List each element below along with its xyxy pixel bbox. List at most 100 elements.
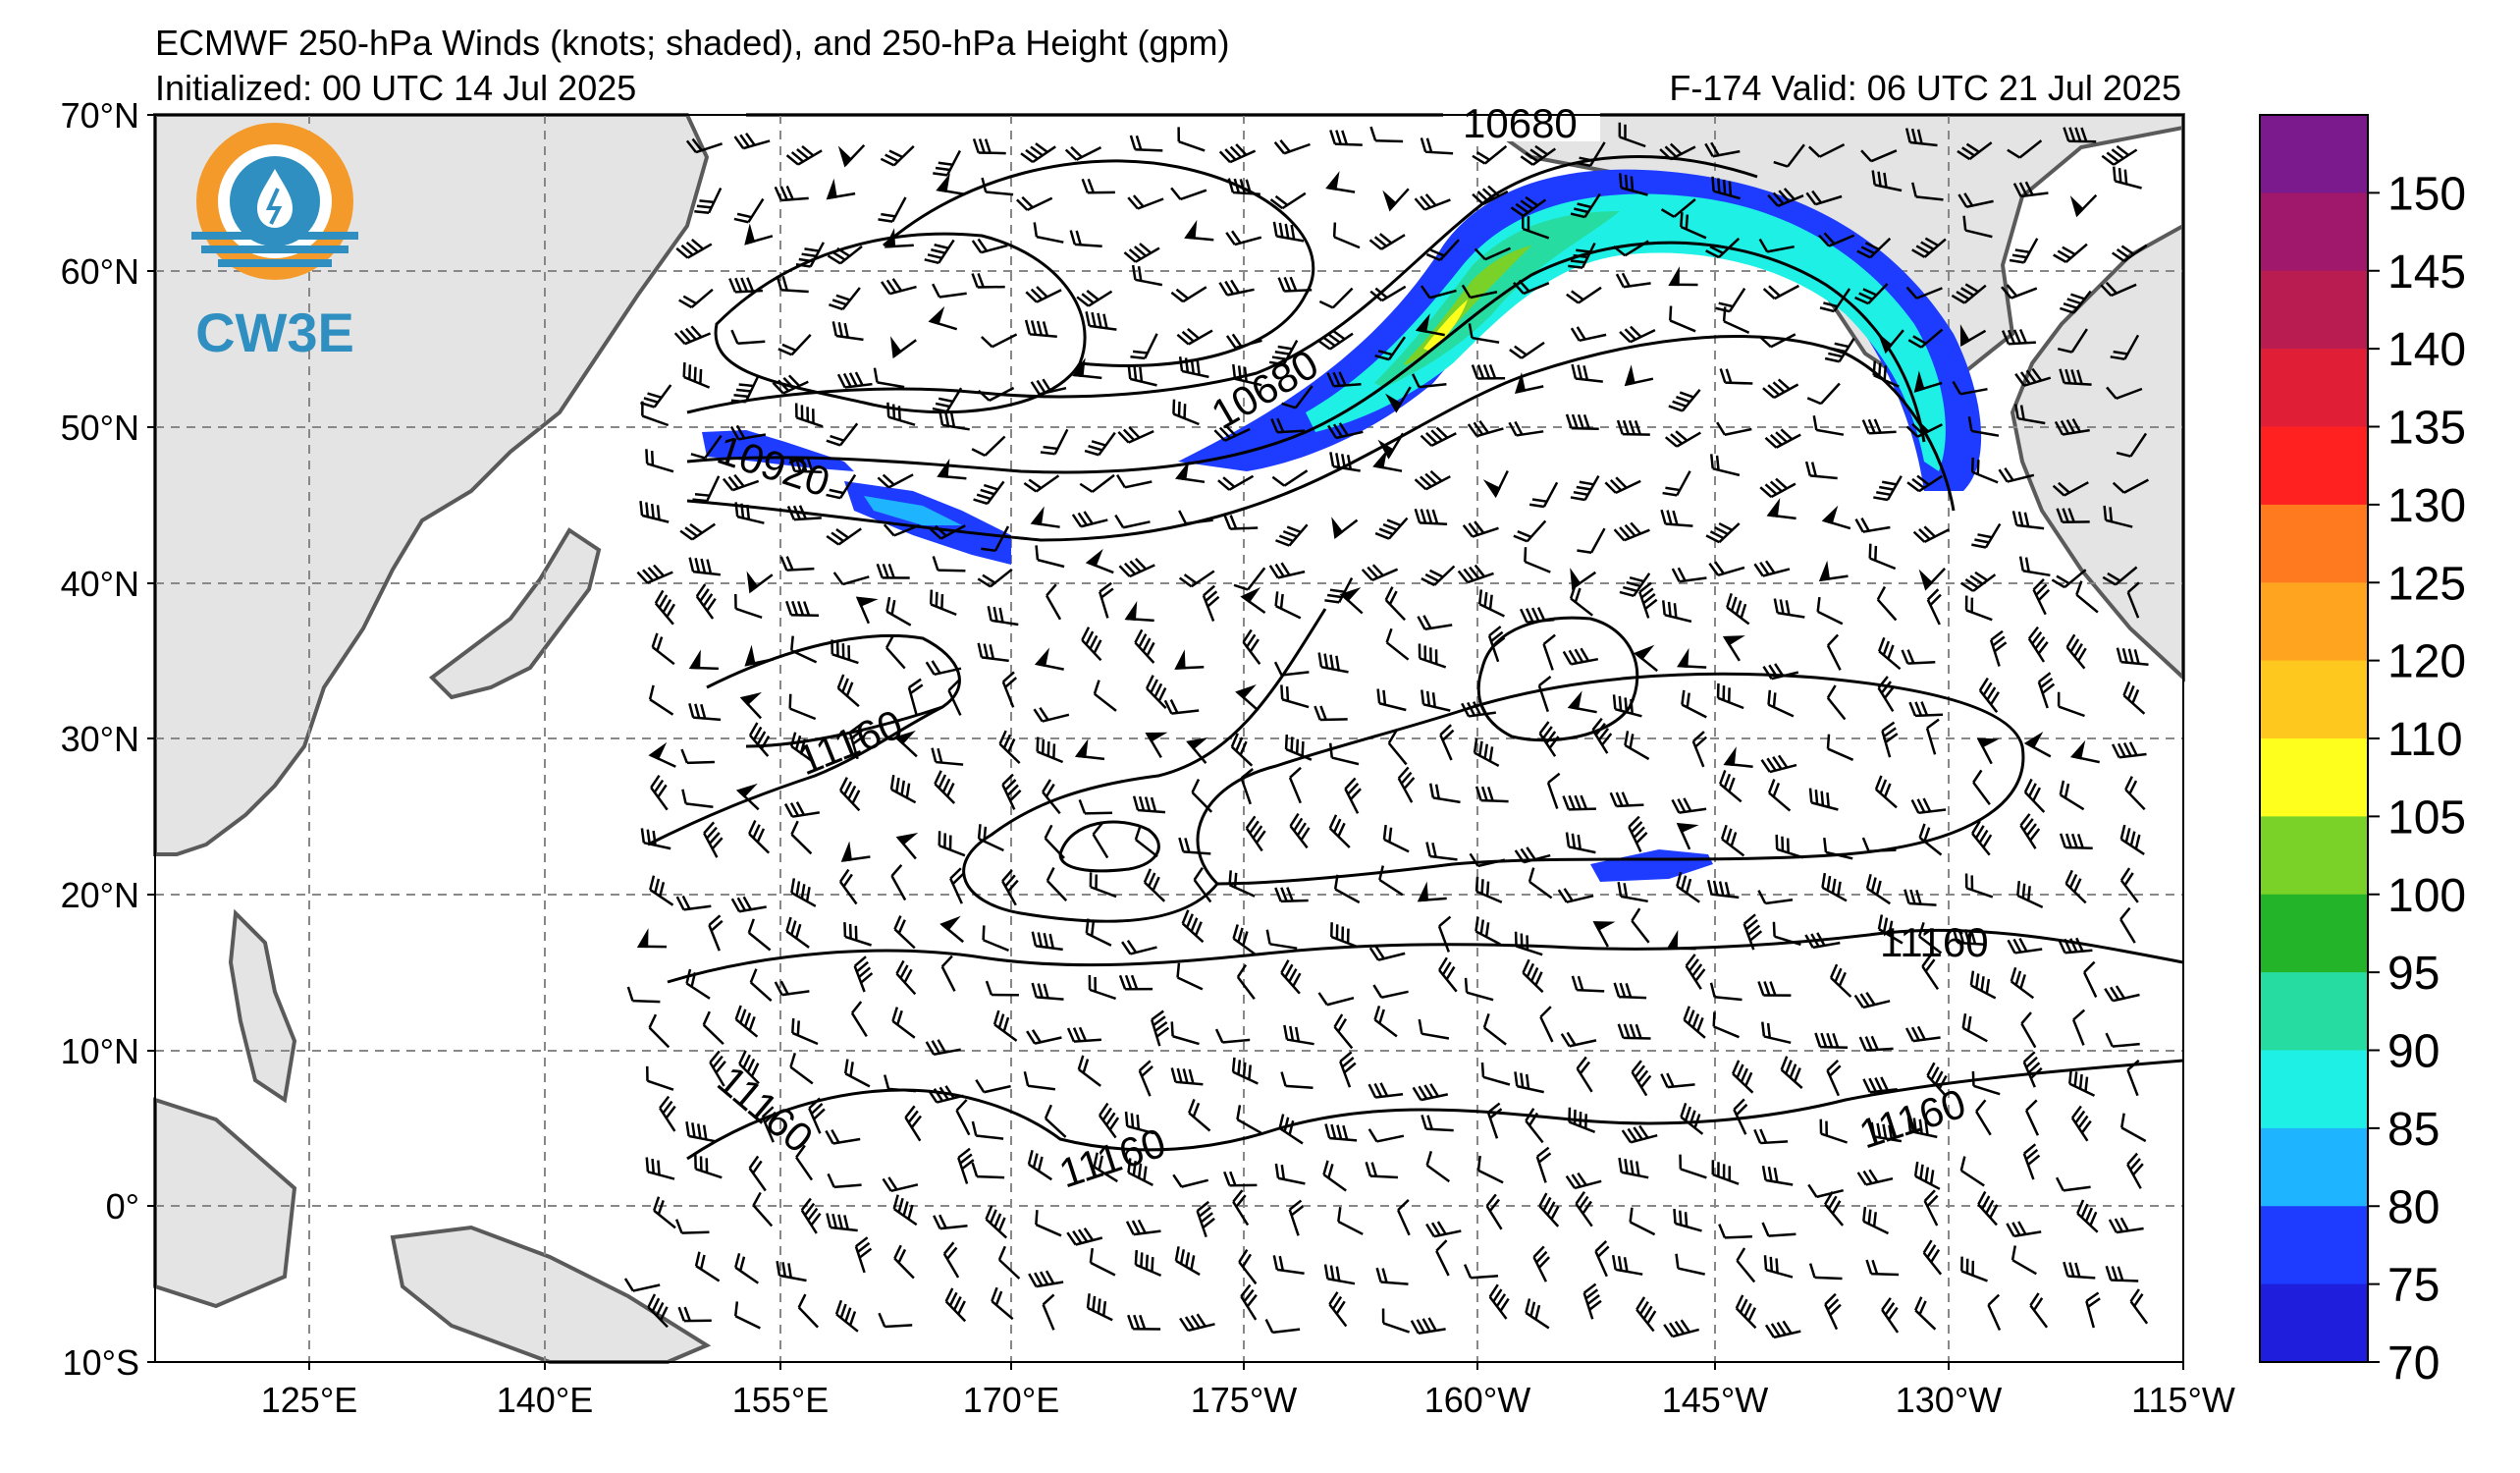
colorbar-swatch — [2260, 426, 2368, 506]
wind-barb — [1773, 598, 1805, 619]
wind-barb — [1861, 418, 1897, 435]
wind-barb — [1613, 982, 1647, 1000]
wind-barb — [2057, 328, 2088, 354]
logo-text: CW3E — [195, 301, 354, 363]
wind-barb — [738, 1050, 760, 1085]
wind-barb — [1514, 372, 1544, 394]
wind-barb — [1415, 313, 1445, 337]
wind-barb — [1385, 627, 1410, 661]
wind-barb — [1463, 1264, 1499, 1280]
wind-barb — [1069, 230, 1102, 247]
wind-barb — [1758, 238, 1795, 253]
wind-barb — [1520, 144, 1557, 166]
wind-barb — [2126, 581, 2140, 619]
wind-barb — [1925, 718, 1940, 755]
colorbar-swatch — [2260, 738, 2368, 817]
wind-barb — [1333, 1013, 1354, 1050]
wind-barb — [1615, 272, 1651, 289]
wind-barb — [1539, 1006, 1554, 1043]
wind-barb — [1568, 1107, 1596, 1133]
wind-barb — [688, 557, 722, 576]
wind-barb — [1368, 233, 1406, 250]
wind-barb — [1170, 187, 1207, 201]
wind-barb — [1571, 975, 1605, 993]
wind-barb — [1570, 474, 1600, 502]
wind-barb — [1378, 865, 1404, 897]
wind-barb — [636, 564, 673, 584]
wind-barb — [1369, 285, 1407, 302]
wind-barb — [1438, 956, 1458, 993]
lat-label: 40°N — [61, 564, 139, 604]
wind-barb — [1118, 557, 1155, 578]
wind-barb — [730, 896, 767, 913]
wind-barb — [685, 137, 723, 154]
wind-barb — [1092, 822, 1109, 859]
wind-barb — [2106, 386, 2143, 400]
wind-barb — [1660, 1072, 1695, 1089]
wind-barb — [690, 434, 723, 460]
wind-barb — [977, 568, 1013, 588]
wind-barb — [2124, 776, 2146, 811]
wind-barb — [886, 402, 916, 426]
wind-barb — [1661, 600, 1692, 624]
wind-barb — [1042, 779, 1061, 815]
wind-barb — [2053, 243, 2088, 263]
wind-barb — [2126, 1059, 2140, 1097]
wind-barb — [1372, 984, 1409, 999]
wind-barb — [1628, 815, 1648, 852]
wind-barb — [1482, 469, 1509, 499]
wind-barb — [1326, 371, 1362, 388]
wind-barb — [1971, 522, 2002, 549]
wind-barb — [1023, 1071, 1056, 1091]
wind-barb — [788, 693, 817, 721]
wind-barb — [826, 422, 859, 447]
wind-barb — [1283, 1024, 1314, 1046]
wind-barb — [1978, 677, 2001, 713]
wind-barb — [2116, 647, 2149, 666]
wind-barb — [1683, 1006, 1706, 1039]
wind-barb — [1412, 1083, 1449, 1102]
wind-barb — [1722, 635, 1745, 662]
wind-barb — [826, 527, 862, 546]
colorbar-tick-label: 85 — [2387, 1104, 2440, 1156]
wind-barb — [1616, 419, 1650, 436]
wind-barb — [1918, 823, 1943, 856]
wind-barb — [1331, 517, 1359, 539]
land-asia — [153, 113, 710, 856]
wind-barb — [1874, 775, 1898, 809]
wind-barb — [1044, 824, 1065, 859]
wind-barb — [931, 747, 964, 766]
wind-barb — [703, 821, 724, 858]
wind-barb — [2023, 778, 2046, 813]
wind-barb — [1178, 510, 1213, 525]
wind-barb — [981, 525, 1010, 553]
wind-barb — [1709, 982, 1743, 1002]
wind-barb — [1868, 543, 1897, 571]
wind-barb — [652, 1196, 676, 1229]
wind-barb — [1735, 1294, 1757, 1330]
wind-barb — [648, 1013, 670, 1049]
wind-barb — [2100, 281, 2137, 298]
wind-barb — [648, 741, 676, 768]
wind-barb — [1116, 474, 1153, 489]
jet-west-b-core — [864, 496, 962, 525]
wind-barb — [1223, 515, 1259, 530]
wind-barb — [2085, 1291, 2101, 1329]
land-new-guinea — [390, 1225, 712, 1364]
wind-barb — [925, 1039, 961, 1056]
wind-barb — [1373, 1005, 1398, 1038]
wind-barb — [1528, 481, 1559, 509]
wind-barb — [825, 1128, 861, 1145]
wind-barb — [1188, 1098, 1211, 1132]
wind-barb — [1421, 565, 1456, 586]
wind-barb — [1178, 837, 1211, 855]
land-masses — [153, 113, 2185, 1364]
wind-barb — [940, 955, 956, 992]
wind-barb — [1374, 336, 1407, 361]
wind-barb — [1367, 1128, 1405, 1143]
wind-barb — [927, 1085, 964, 1104]
wind-barb — [2059, 368, 2092, 386]
wind-barb — [1193, 866, 1212, 903]
wind-barb — [2019, 813, 2041, 849]
wind-barb — [1284, 735, 1313, 761]
